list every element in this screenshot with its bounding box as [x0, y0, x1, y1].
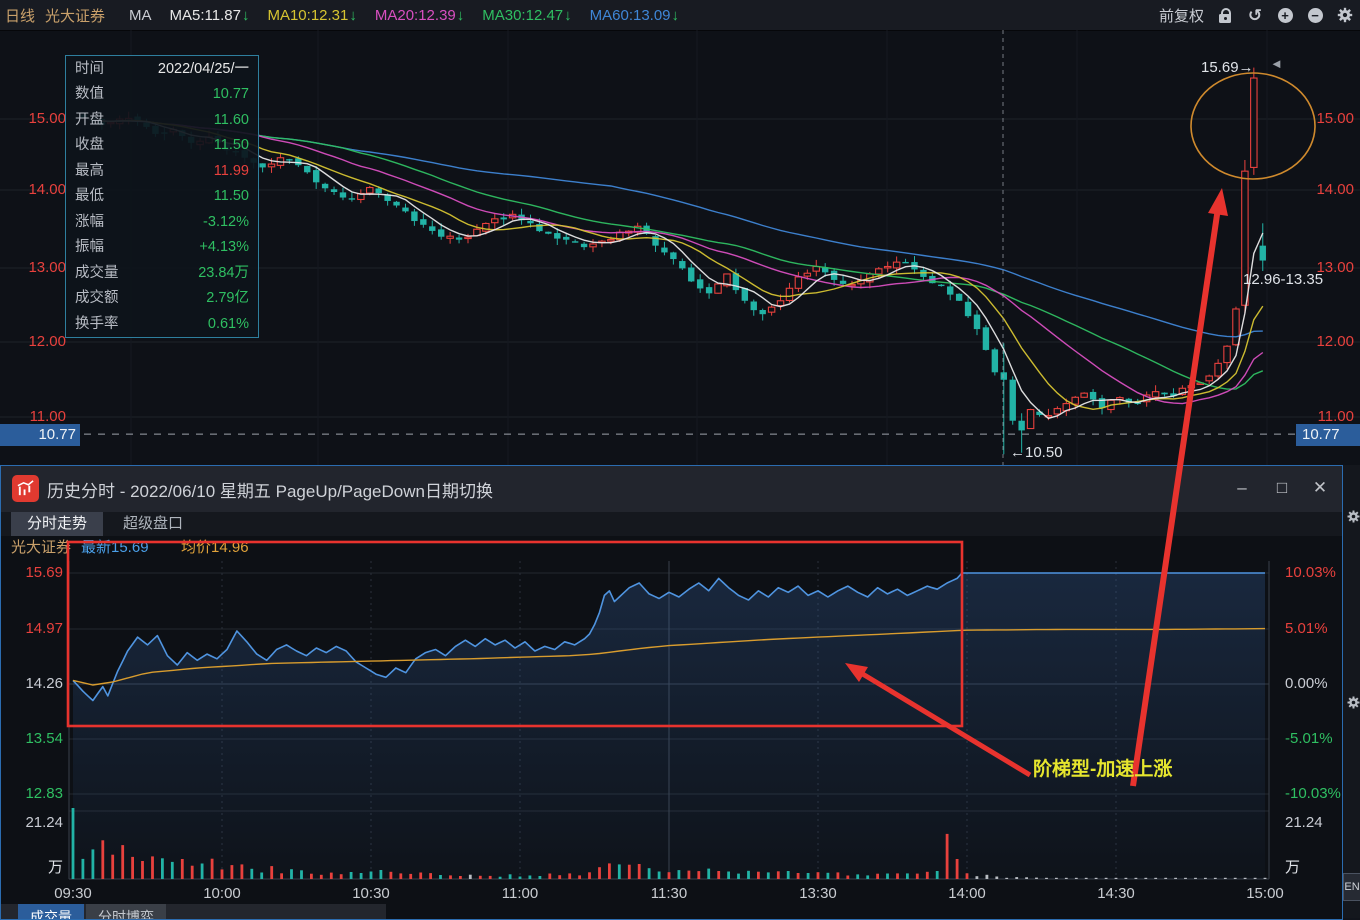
zoom-in-icon[interactable]: + [1276, 6, 1294, 24]
avg-price-label: 均价14.96 [181, 539, 249, 556]
crosshair-price-right: 10.77 [1296, 424, 1360, 446]
intraday-chart[interactable] [1, 466, 1342, 919]
stock-name[interactable]: 光大证券 [45, 7, 106, 25]
maximize-button[interactable]: □ [1276, 478, 1288, 497]
window-titlebar[interactable]: 历史分时 - 2022/06/10 星期五 PageUp/PageDown日期切… [1, 466, 1342, 512]
adjust-mode-label[interactable]: 前复权 [1158, 7, 1204, 25]
panel-gear-icon[interactable] [1344, 507, 1360, 525]
time-tick-5: 13:30 [799, 885, 837, 902]
ma-value-0: MA5:11.87↓ [169, 6, 250, 24]
period-label[interactable]: 日线 [5, 7, 36, 25]
crosshair-price-left: 10.77 [0, 424, 80, 446]
tooltip-row-10: 换手率 0.61% [75, 315, 249, 332]
time-tick-2: 10:30 [352, 885, 390, 902]
history-intraday-window: 历史分时 - 2022/06/10 星期五 PageUp/PageDown日期切… [0, 465, 1343, 920]
zoom-out-icon[interactable]: − [1306, 6, 1324, 24]
minimize-button[interactable]: – [1237, 478, 1247, 497]
tooltip-row-0: 时间 2022/04/25/一 [75, 60, 249, 77]
latest-price-label: 最新15.69 [81, 539, 149, 556]
tooltip-row-4: 最高 11.99 [75, 162, 249, 179]
time-tick-6: 14:00 [948, 885, 986, 902]
ma-value-1: MA10:12.31↓ [267, 6, 357, 24]
window-title: 历史分时 - 2022/06/10 星期五 PageUp/PageDown日期切… [47, 482, 493, 501]
app-icon [12, 475, 39, 502]
time-tick-4: 11:30 [650, 885, 688, 902]
ime-en-badge[interactable]: EN [1343, 873, 1360, 901]
ma-value-2: MA20:12.39↓ [374, 6, 465, 24]
intraday-stock-name: 光大证券 [11, 539, 72, 556]
tooltip-row-3: 收盘 11.50 [75, 137, 249, 153]
time-tick-1: 10:00 [203, 885, 241, 902]
ma-values: MA5:11.87↓ MA10:12.31↓ MA20:12.39↓ MA30:12.… [152, 7, 680, 24]
tab-1[interactable]: 超级盘口 [123, 515, 184, 532]
tooltip-row-2: 开盘 11.60 [75, 111, 249, 128]
window-tabbar: 分时走势 超级盘口 [1, 512, 1342, 536]
intraday-info-row: 光大证券 最新15.69 均价14.96 [1, 536, 1342, 560]
time-tick-3: 11:00 [501, 885, 539, 902]
lock-icon[interactable] [1216, 6, 1234, 24]
ma-label: MA [129, 6, 152, 24]
close-button[interactable]: ✕ [1312, 478, 1328, 497]
ma-value-3: MA30:12.47↓ [482, 6, 572, 24]
tab-0[interactable]: 分时走势 [11, 512, 104, 536]
tooltip-row-5: 最低 11.50 [75, 188, 249, 204]
time-tick-8: 15:00 [1246, 885, 1284, 902]
ma-value-4: MA60:13.09↓ [589, 6, 680, 24]
bottom-tab-0[interactable]: 成交量 [18, 904, 84, 919]
time-tick-7: 14:30 [1097, 885, 1135, 902]
time-tick-0: 09:30 [54, 885, 92, 902]
tooltip-row-1: 数值 10.77 [75, 86, 249, 102]
undo-icon[interactable]: ↺ [1247, 5, 1263, 25]
kline-toolbar: 日线 光大证券 MA MA5:11.87↓ MA10:12.31↓ MA20:12.… [0, 0, 1360, 31]
tooltip-row-6: 涨幅 -3.12% [75, 213, 249, 230]
tooltip-row-8: 成交量 23.84万 [75, 264, 249, 281]
kline-tooltip-panel: 时间 2022/04/25/一 数值 10.77 开盘 11.60 收盘 11.50 最高 11.… [65, 55, 259, 338]
bottom-tab-1[interactable]: 分时博弈 [86, 904, 166, 919]
tooltip-row-9: 成交额 2.79亿 [75, 290, 249, 306]
right-edge-strip: EN [1343, 465, 1360, 918]
bottom-tabbar: 成交量 分时博弈 [1, 904, 386, 919]
panel-gear-icon-2[interactable] [1344, 693, 1360, 711]
tooltip-row-7: 振幅 +4.13% [75, 239, 249, 255]
settings-gear-icon[interactable] [1336, 6, 1354, 24]
